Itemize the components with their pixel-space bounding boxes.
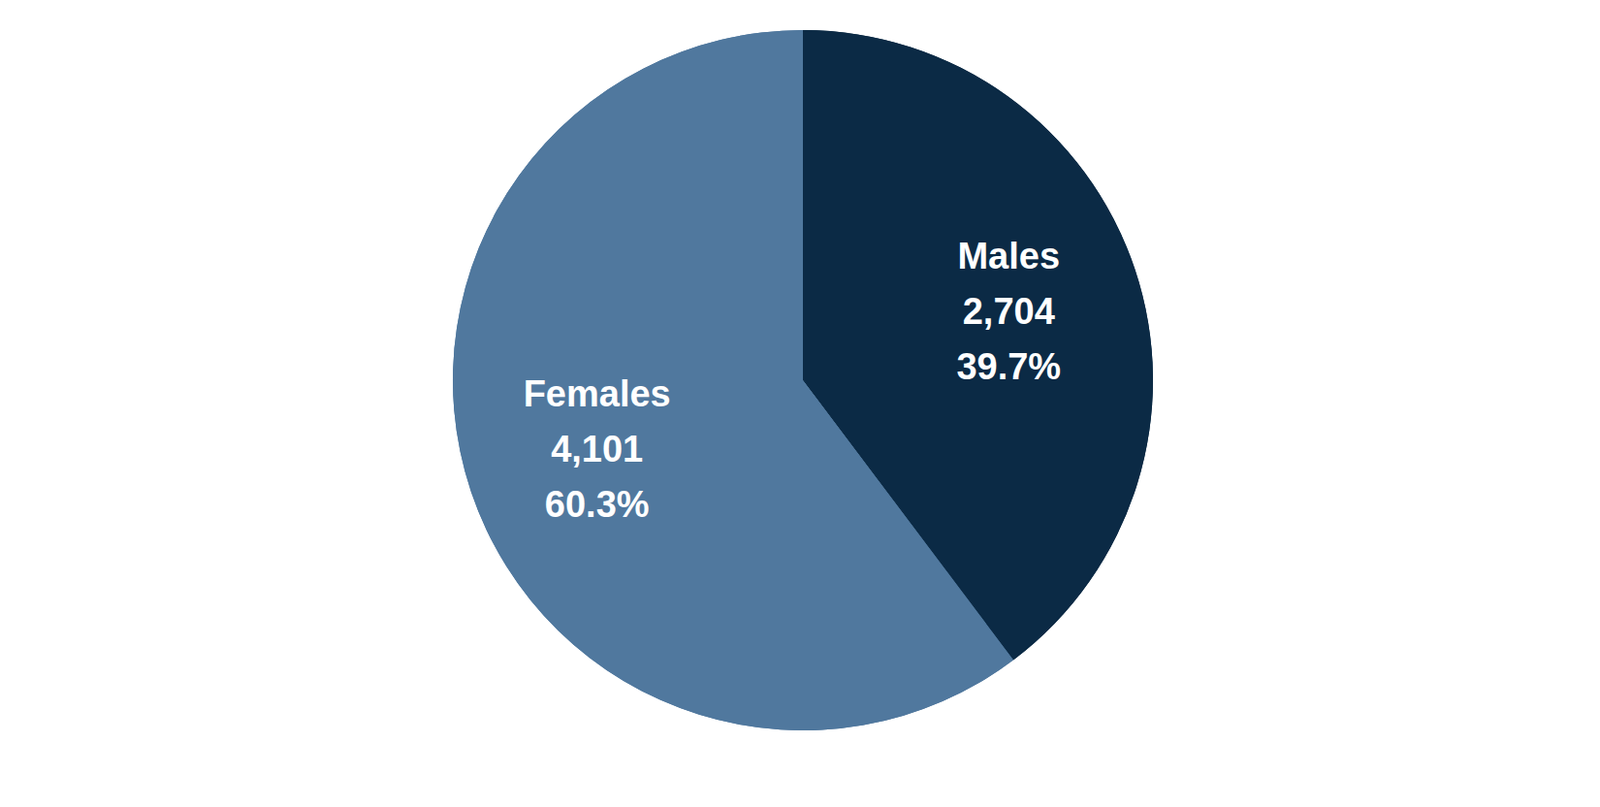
svg-text:Males2,70439.7%: Males2,70439.7%	[956, 235, 1061, 387]
svg-text:Females4,10160.3%: Females4,10160.3%	[523, 373, 672, 525]
